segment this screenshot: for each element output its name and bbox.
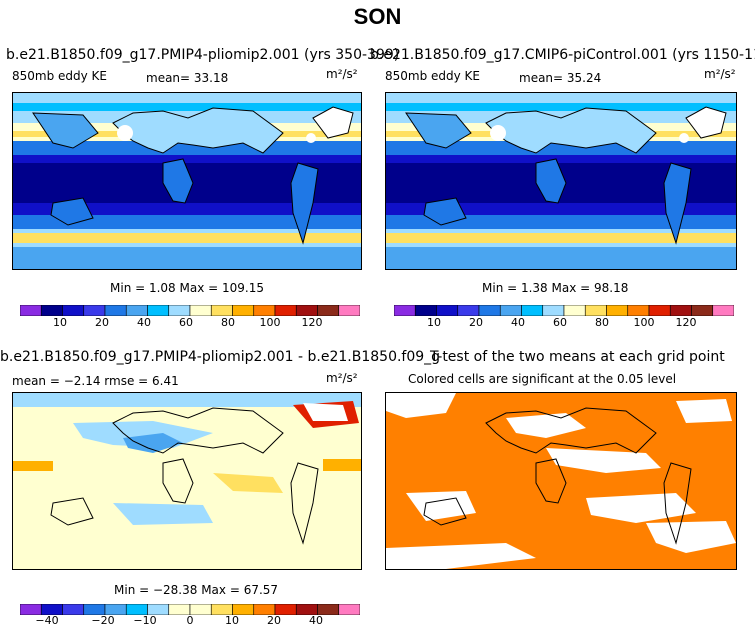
colorbar-2-tick: 20 [469,316,483,329]
colorbar-3-tick: −10 [133,614,157,627]
colorbar-1-tick: 60 [179,316,193,329]
colorbar-1-tick: 40 [137,316,151,329]
colorbar-swatch [691,304,714,317]
colorbar-2-tick: 10 [427,316,441,329]
panel-3-title: b.e21.B1850.f09_g17.PMIP4-pliomip2.001 -… [0,349,440,365]
panel-3-minmax: Min = −28.38 Max = 67.57 [114,583,279,597]
panel-2-minmax: Min = 1.38 Max = 98.18 [482,281,629,295]
panel-2-mean: mean= 35.24 [519,71,602,85]
colorbar-1-tick: 20 [95,316,109,329]
colorbar-2-swatches [393,304,735,317]
panel-1-variable-label: 850mb eddy KE [12,69,108,83]
colorbar-swatch [584,304,607,317]
panel-3-map-plot [13,393,361,569]
colorbar-1-tick: 80 [221,316,235,329]
colorbar-swatch [189,304,212,317]
colorbar-swatch [478,304,501,317]
colorbar-3-tick: −20 [91,614,115,627]
colorbar-swatch [712,304,735,317]
panel-4-subtitle: Colored cells are significant at the 0.0… [408,372,677,386]
colorbar-swatch [62,304,85,317]
panel-1-units: m²/s² [326,67,358,81]
panel-1-map [12,92,362,270]
colorbar-swatch [338,304,361,317]
colorbar-swatch [19,304,42,317]
colorbar-swatch [253,304,276,317]
panel-2-title: b.e21.B1850.f09_g17.CMIP6-piControl.001 … [370,47,755,63]
colorbar-3-tick: 20 [267,614,281,627]
colorbar-swatch [499,304,522,317]
colorbar-swatch [563,304,586,317]
colorbar-3-swatches [19,603,361,616]
colorbar-3-tick: 40 [309,614,323,627]
colorbar-2-ticks: 10 20 40 60 80 100 120 [394,316,734,330]
panel-1-title: b.e21.B1850.f09_g17.PMIP4-pliomip2.001 (… [6,47,400,63]
panel-3-units: m²/s² [326,371,358,385]
colorbar-swatch [457,304,480,317]
panel-1-map-plot [13,93,361,269]
panel-4-title: T-test of the two means at each grid poi… [430,349,725,365]
colorbar-swatch [168,304,191,317]
colorbar-swatch [393,304,416,317]
colorbar-2-tick: 40 [511,316,525,329]
colorbar-3 [19,602,361,616]
colorbar-swatch [542,304,565,317]
colorbar-swatch [274,304,297,317]
colorbar-3-tick: 10 [225,614,239,627]
panel-2-map-plot [386,93,736,269]
colorbar-2-tick: 80 [595,316,609,329]
colorbar-2-tick: 100 [633,316,655,329]
panel-4-map [385,392,737,570]
colorbar-swatch [83,304,106,317]
colorbar-swatch [210,304,233,317]
colorbar-1-tick: 100 [259,316,281,329]
colorbar-1-tick: 120 [301,316,323,329]
colorbar-swatch [295,304,318,317]
colorbar-2-tick: 60 [553,316,567,329]
panel-2-map [385,92,737,270]
panel-2-variable-label: 850mb eddy KE [385,69,481,83]
panel-3-stats: mean = −2.14 rmse = 6.41 [12,374,179,388]
colorbar-swatch [125,304,148,317]
panel-2-units: m²/s² [704,67,736,81]
panel-1-mean: mean= 33.18 [146,71,229,85]
colorbar-1-ticks: 10 20 40 60 80 100 120 [20,316,360,330]
colorbar-swatch [648,304,671,317]
colorbar-swatch [40,304,63,317]
panel-1-minmax: Min = 1.08 Max = 109.15 [110,281,264,295]
colorbar-swatch [414,304,437,317]
colorbar-1-swatches [19,304,361,317]
colorbar-2-tick: 120 [675,316,697,329]
colorbar-swatch [104,304,127,317]
colorbar-swatch [606,304,629,317]
colorbar-3-ticks: −40 −20 −10 0 10 20 40 [20,614,360,628]
colorbar-3-tick: −40 [35,614,59,627]
colorbar-1-tick: 10 [53,316,67,329]
figure-title: SON [353,4,402,29]
colorbar-swatch [436,304,459,317]
panel-4-map-plot [386,393,736,569]
colorbar-swatch [627,304,650,317]
colorbar-1 [19,303,361,317]
colorbar-swatch [521,304,544,317]
colorbar-swatch [232,304,255,317]
colorbar-swatch [669,304,692,317]
colorbar-3-tick: 0 [186,614,194,627]
colorbar-2 [393,303,735,317]
colorbar-swatch [317,304,340,317]
colorbar-swatch [147,304,170,317]
panel-3-map [12,392,362,570]
